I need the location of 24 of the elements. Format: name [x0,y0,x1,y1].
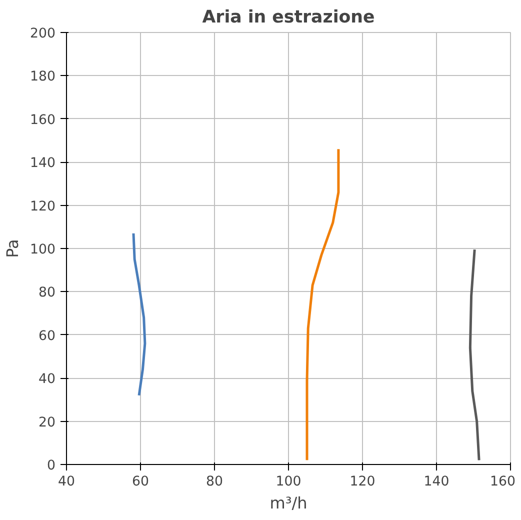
chart-title: Aria in estrazione [202,8,375,28]
y-tick-label: 0 [47,458,56,474]
x-tick-label: 120 [350,474,376,490]
y-tick-label: 120 [30,199,56,214]
x-axis-title: m³/h [270,494,308,512]
y-tick-label: 60 [38,328,56,344]
x-tick-label: 80 [206,474,223,490]
y-axis-title: Pa [3,239,22,258]
line-series [468,248,480,462]
x-tick-label: 160 [490,474,516,490]
y-tick-label: 20 [38,415,56,430]
line-series [132,232,146,397]
y-tick-label: 140 [30,156,56,172]
x-tick-label: 140 [424,474,450,490]
x-tick-label: 40 [58,474,75,490]
y-tick-label: 180 [30,70,56,85]
x-tick-label: 100 [276,474,302,490]
y-tick-label: 160 [30,112,56,128]
y-tick-label: 80 [38,286,56,301]
line-series [306,148,340,462]
y-tick-label: 200 [30,26,56,42]
y-tick-label: 100 [30,242,56,258]
y-tick-label: 40 [38,372,56,388]
x-tick-label: 60 [132,474,149,490]
